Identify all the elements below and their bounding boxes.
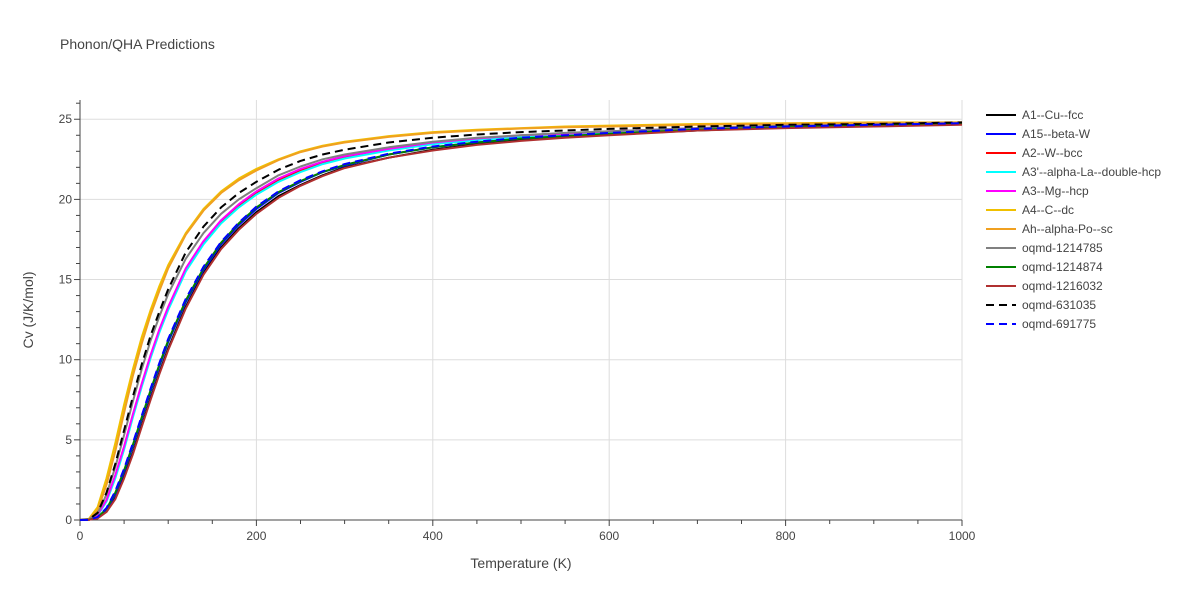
y-axis-title: Cv (J/K/mol) bbox=[20, 272, 36, 349]
x-tick-label: 0 bbox=[77, 529, 84, 543]
x-tick-label: 400 bbox=[423, 529, 443, 543]
legend-label: oqmd-691775 bbox=[1022, 317, 1096, 331]
x-axis-title: Temperature (K) bbox=[470, 555, 571, 571]
series-line-7 bbox=[79, 122, 963, 521]
x-tick-label: 200 bbox=[246, 529, 266, 543]
series-line-0 bbox=[79, 123, 963, 521]
y-tick-label: 0 bbox=[65, 513, 72, 527]
x-tick-label: 1000 bbox=[949, 529, 976, 543]
series-line-9 bbox=[79, 123, 963, 521]
x-tick-label: 800 bbox=[776, 529, 796, 543]
x-tick-label: 600 bbox=[599, 529, 619, 543]
legend-label: oqmd-1214874 bbox=[1022, 260, 1103, 274]
series-line-5 bbox=[79, 121, 962, 521]
y-tick-label: 20 bbox=[59, 192, 73, 206]
legend-label: A3--Mg--hcp bbox=[1022, 184, 1089, 198]
legend: A1--Cu--fcc A15--beta-W A2--W--bcc A3'--alp… bbox=[986, 108, 1161, 331]
series-line-11 bbox=[79, 122, 963, 521]
axes: 0 200 400 600 800 1000 0 5 10 15 20 25 bbox=[59, 100, 976, 543]
legend-label: Ah--alpha-Po--sc bbox=[1022, 222, 1113, 236]
y-tick-label: 15 bbox=[59, 273, 73, 287]
y-tick-label: 25 bbox=[59, 112, 73, 126]
y-tick-label: 5 bbox=[65, 433, 72, 447]
legend-label: A2--W--bcc bbox=[1022, 146, 1082, 160]
series-line-2 bbox=[79, 123, 963, 521]
legend-label: oqmd-631035 bbox=[1022, 298, 1096, 312]
series-line-10 bbox=[79, 121, 963, 521]
legend-label: oqmd-1214785 bbox=[1022, 241, 1103, 255]
grid-lines bbox=[80, 100, 963, 520]
series-line-1 bbox=[79, 123, 963, 521]
legend-label: A4--C--dc bbox=[1022, 203, 1074, 217]
chart-title: Phonon/QHA Predictions bbox=[60, 36, 215, 52]
legend-label: A15--beta-W bbox=[1022, 127, 1091, 141]
series-line-4 bbox=[79, 122, 963, 521]
legend-label: oqmd-1216032 bbox=[1022, 279, 1103, 293]
series-line-8 bbox=[79, 123, 963, 521]
series-lines bbox=[79, 121, 963, 521]
y-tick-label: 10 bbox=[59, 353, 73, 367]
series-line-6 bbox=[79, 121, 963, 521]
series-line-3 bbox=[79, 123, 963, 521]
legend-label: A3'--alpha-La--double-hcp bbox=[1022, 165, 1161, 179]
legend-label: A1--Cu--fcc bbox=[1022, 108, 1083, 122]
